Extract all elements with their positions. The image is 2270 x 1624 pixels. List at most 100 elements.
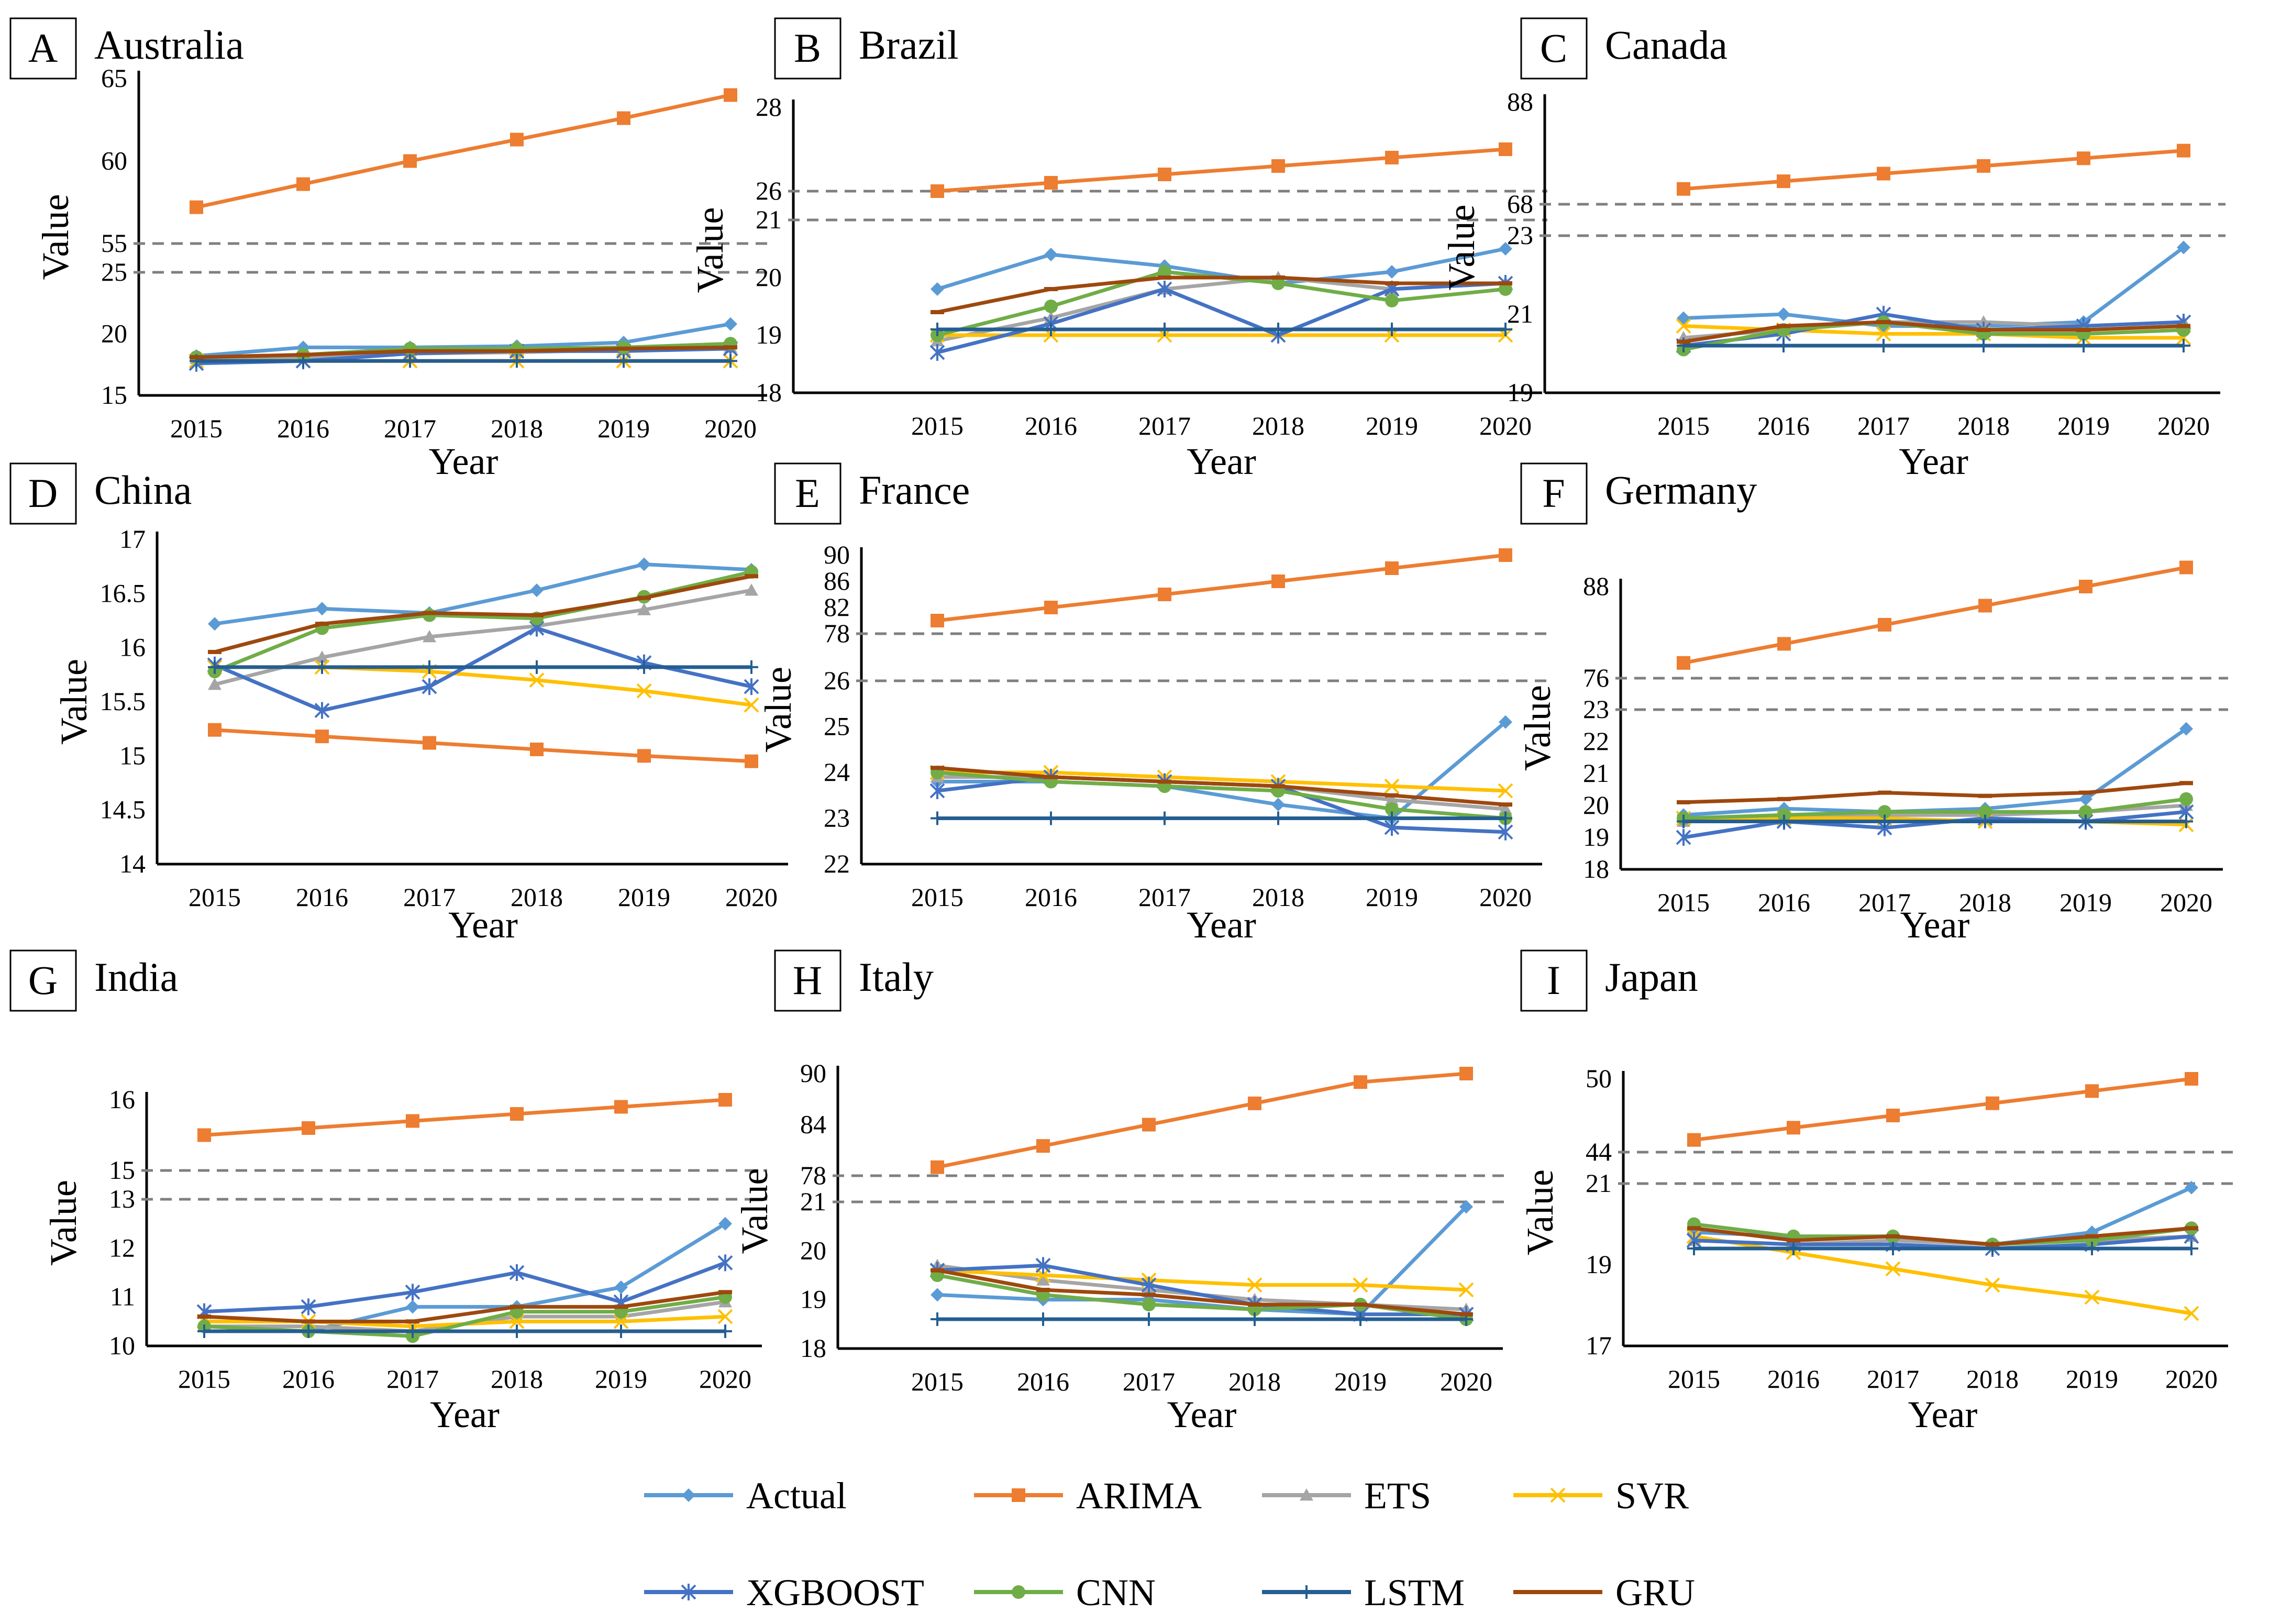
data-point (406, 1324, 419, 1338)
data-point (1044, 601, 1058, 614)
series-arima (1677, 560, 2193, 670)
x-tick-label: 2019 (618, 882, 670, 912)
data-point (1271, 798, 1285, 812)
data-point (1385, 802, 1399, 816)
data-point (1878, 790, 1891, 795)
y-tick-label: 76 (1583, 663, 1609, 692)
data-point (1877, 167, 1890, 181)
y-tick-label: 86 (824, 566, 850, 595)
legend-label: SVR (1615, 1475, 1689, 1517)
data-point (717, 1309, 733, 1324)
data-point (2177, 143, 2190, 158)
y-tick-label: 23 (1583, 694, 1609, 724)
data-point (1986, 1096, 1999, 1110)
data-point (2177, 339, 2190, 352)
data-point (2185, 1180, 2198, 1195)
data-point (1787, 1238, 1800, 1243)
x-tick-label: 2016 (1017, 1367, 1069, 1396)
data-point (717, 1254, 733, 1272)
data-point (1676, 318, 1691, 334)
data-point (1271, 323, 1285, 336)
panel-letter-box (774, 462, 841, 525)
y-axis-title: Value (35, 194, 76, 280)
series-line (214, 574, 752, 654)
y-tick-label: 14.5 (100, 795, 146, 824)
x-tick-label: 2020 (725, 882, 778, 912)
data-point (1158, 588, 1171, 601)
x-tick-label: 2015 (189, 882, 241, 912)
y-tick-label: 16.5 (100, 578, 146, 607)
data-point (614, 1305, 628, 1309)
y-tick-label: 88 (1583, 571, 1609, 601)
data-point (1677, 656, 1690, 670)
data-point (1385, 323, 1399, 336)
series-line (1683, 149, 2184, 191)
series-gru (931, 1268, 1473, 1317)
series-arima (931, 548, 1512, 627)
data-point (1158, 779, 1171, 784)
panel-letter-box (9, 462, 77, 525)
x-tick-label: 2015 (1657, 411, 1710, 440)
data-point (1271, 277, 1285, 290)
panel-letter: F (1542, 470, 1565, 516)
data-point (1977, 328, 1990, 332)
y-tick-label: 15.5 (100, 687, 146, 716)
y-tick-label: 21 (756, 205, 782, 234)
data-point (509, 1264, 525, 1281)
legend-label: LSTM (1364, 1572, 1465, 1614)
data-point (1677, 814, 1690, 828)
x-tick-label: 2020 (2157, 411, 2210, 440)
x-tick-label: 2015 (178, 1364, 230, 1394)
data-point (1036, 1273, 1050, 1286)
data-point (406, 1319, 419, 1324)
y-tick-label: 16 (109, 1085, 135, 1114)
legend-marker (681, 1584, 696, 1600)
legend-marker (1300, 1488, 1313, 1501)
x-tick-label: 2019 (2059, 888, 2112, 917)
data-point (1499, 282, 1512, 296)
legend-label: Actual (746, 1475, 847, 1517)
y-axis-title: Value (53, 659, 95, 745)
data-point (2077, 151, 2090, 165)
x-tick-label: 2020 (2160, 888, 2212, 917)
y-tick-label: 18 (800, 1333, 826, 1363)
y-tick-label: 22 (824, 849, 850, 878)
data-point (1687, 1242, 1701, 1255)
data-point (1877, 320, 1890, 324)
y-tick-label: 28 (756, 92, 782, 121)
data-point (302, 1324, 315, 1338)
data-point (1385, 811, 1399, 825)
data-point (315, 622, 329, 626)
panel-letter-box (9, 17, 77, 80)
data-point (1271, 159, 1285, 173)
data-point (636, 683, 652, 699)
data-point (510, 354, 524, 368)
data-point (1499, 142, 1512, 156)
y-tick-label: 10 (109, 1331, 135, 1360)
data-point (2177, 324, 2190, 328)
series-actual (1677, 240, 2190, 333)
panel-title: China (94, 467, 192, 513)
data-point (2179, 722, 2193, 736)
data-point (724, 317, 737, 331)
data-point (208, 677, 222, 690)
x-axis-title: Year (1908, 1394, 1978, 1435)
data-point (1247, 1277, 1263, 1293)
y-tick-label: 21 (1507, 299, 1533, 328)
panel-letter-box (774, 17, 841, 80)
data-point (190, 200, 203, 214)
panel-letter: D (28, 470, 58, 516)
data-point (931, 811, 944, 825)
y-tick-label: 90 (800, 1058, 826, 1088)
data-point (530, 583, 544, 598)
y-tick-label: 26 (824, 666, 850, 695)
y-axis-title: Value (757, 667, 799, 753)
x-tick-label: 2017 (384, 414, 436, 443)
x-tick-label: 2016 (282, 1364, 335, 1394)
data-point (2177, 240, 2190, 255)
panel-letter: E (795, 470, 820, 516)
y-tick-label: 24 (824, 757, 850, 787)
